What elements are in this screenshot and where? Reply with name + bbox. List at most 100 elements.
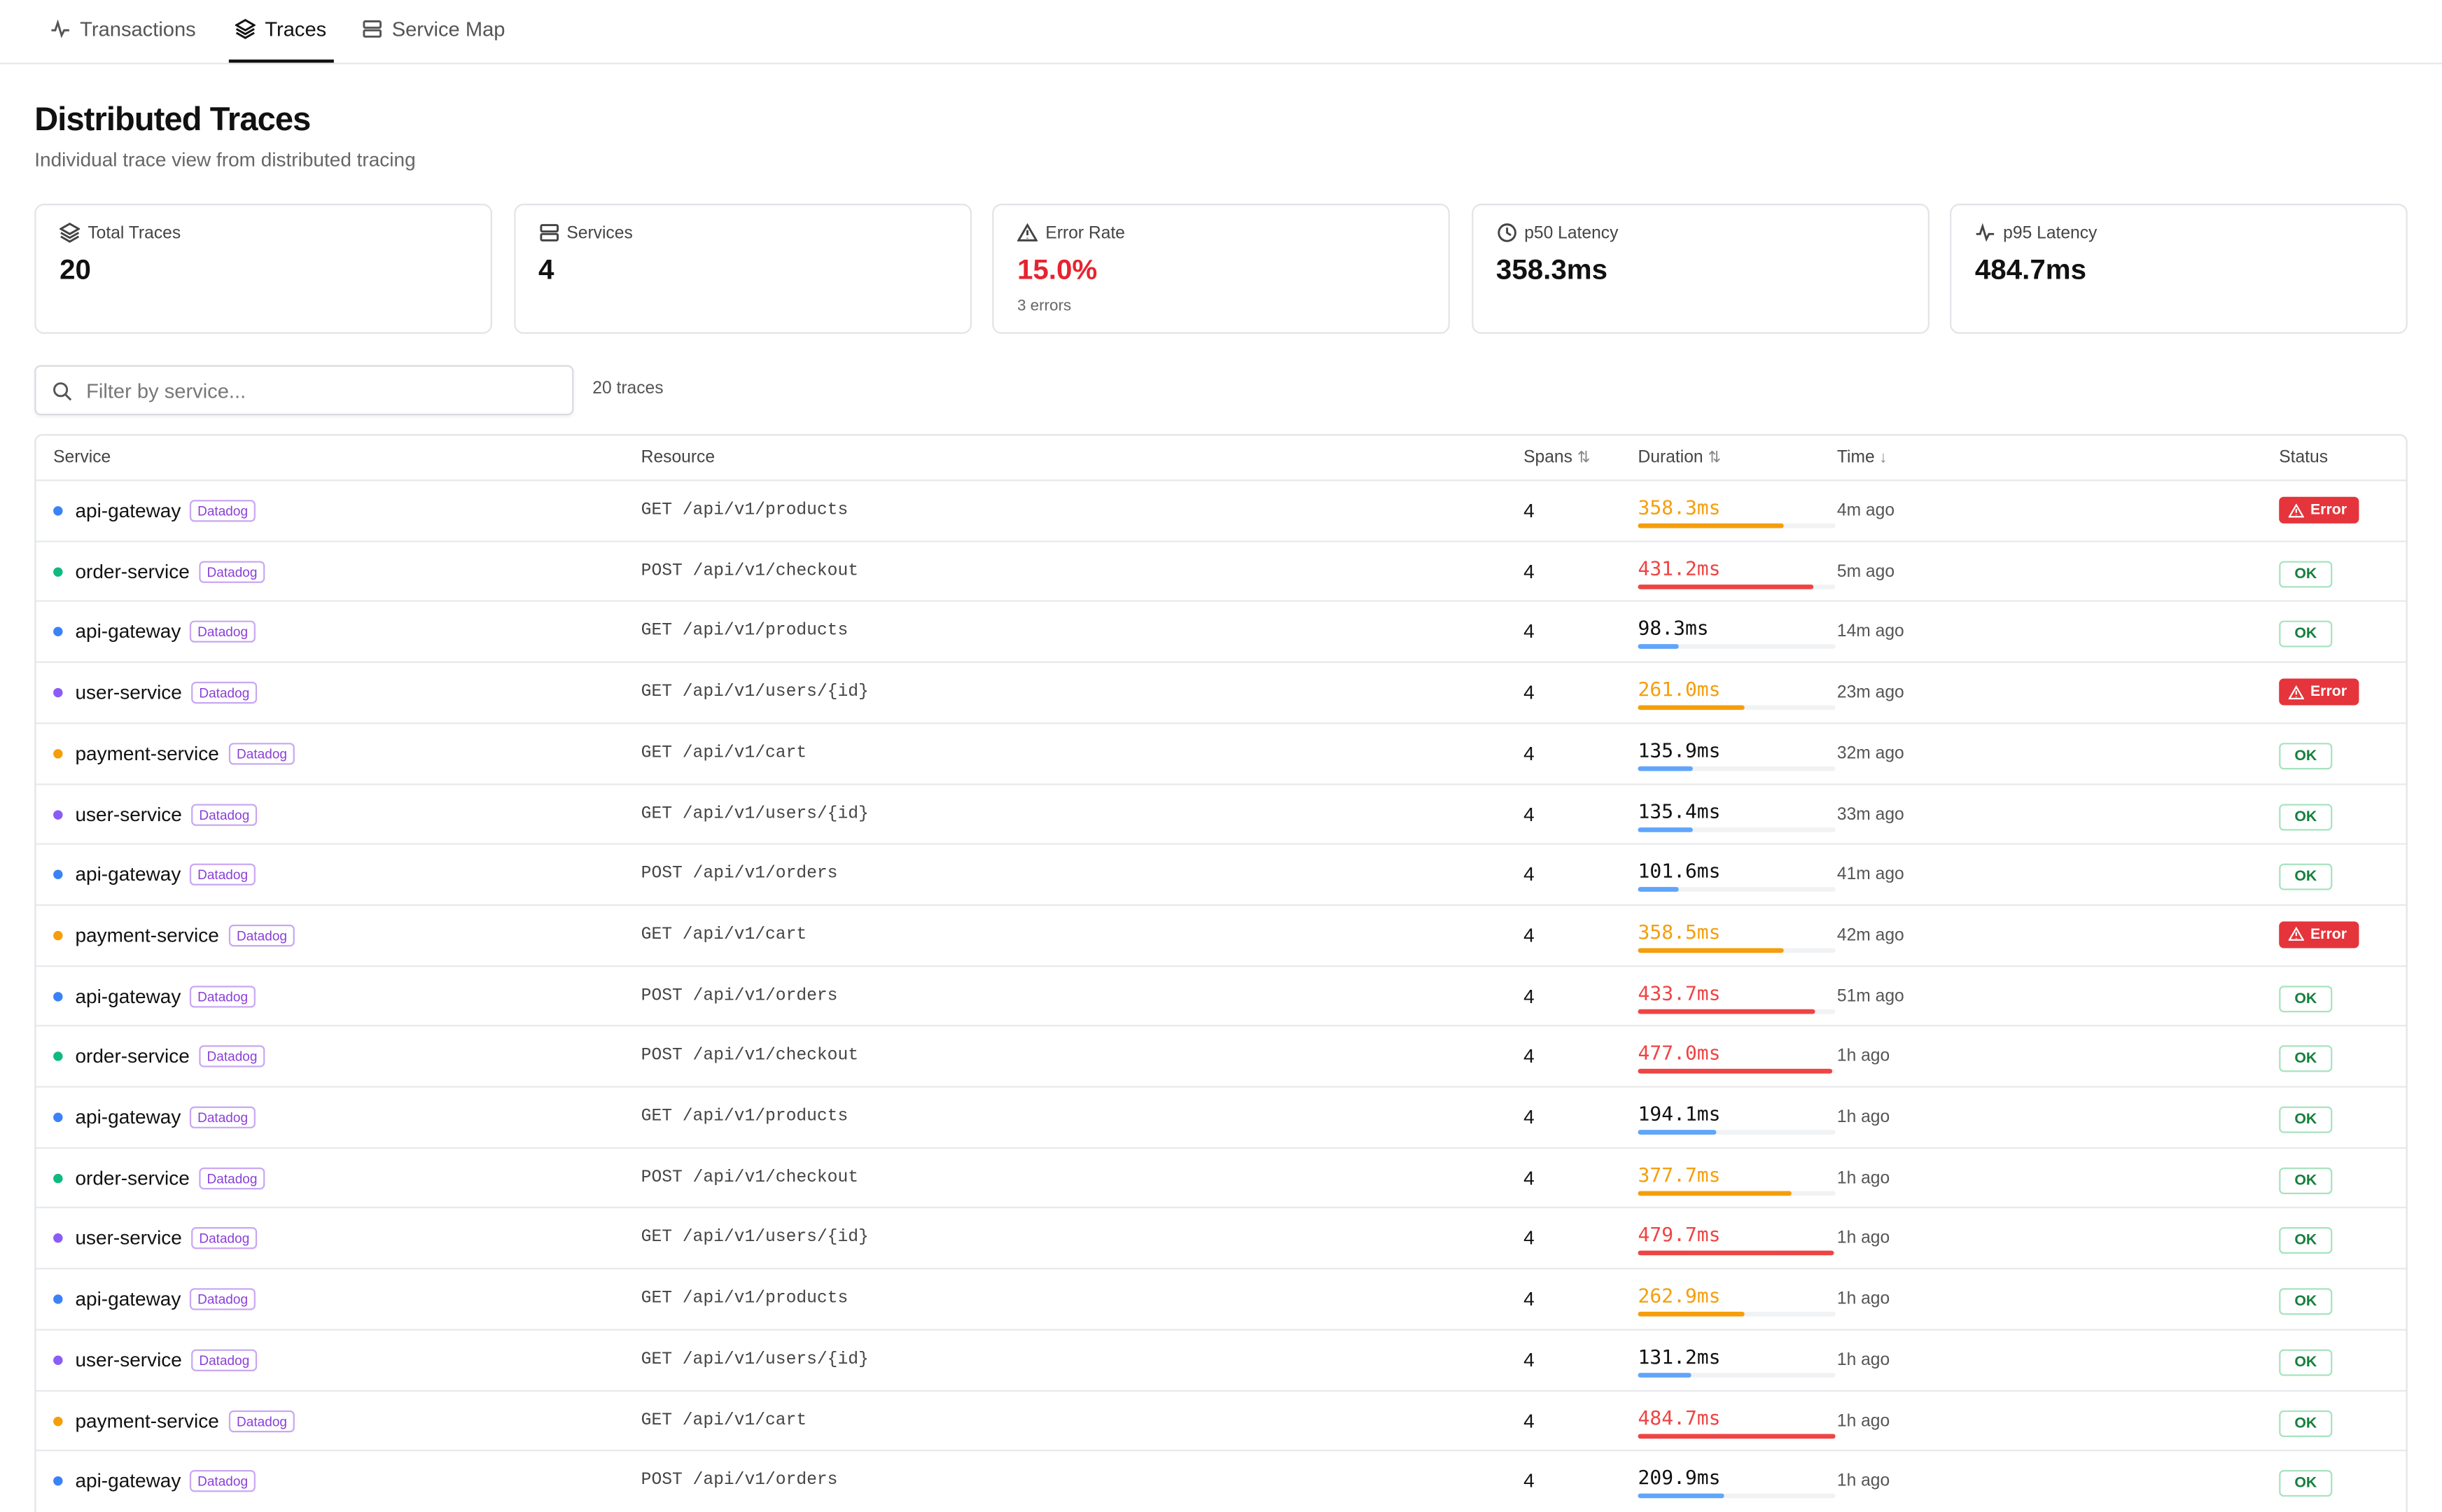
span-count: 4 bbox=[1523, 803, 1535, 825]
service-name: order-service bbox=[75, 1167, 190, 1189]
status-badge: OK bbox=[2279, 1227, 2333, 1254]
trace-row[interactable]: payment-service Datadog GET /api/v1/cart 4 3… bbox=[36, 904, 2406, 965]
trace-row[interactable]: order-service Datadog POST /api/v1/checkou… bbox=[36, 540, 2406, 601]
span-count: 4 bbox=[1523, 1470, 1535, 1492]
status-label: OK bbox=[2294, 1414, 2317, 1432]
duration-label: 209.9ms bbox=[1638, 1465, 1721, 1490]
span-count: 4 bbox=[1523, 1167, 1535, 1189]
source-badge: Datadog bbox=[199, 1045, 265, 1068]
column-header[interactable]: Time ↓ bbox=[1837, 448, 1888, 467]
time: 1h ago bbox=[1836, 1411, 1890, 1430]
resource: GET /api/v1/products bbox=[641, 501, 849, 521]
service-name: api-gateway bbox=[75, 1470, 181, 1492]
tab[interactable]: Service Map bbox=[362, 18, 505, 41]
trace-row[interactable]: api-gateway Datadog POST /api/v1/orders 4 20… bbox=[36, 1450, 2406, 1511]
trace-row[interactable]: user-service Datadog GET /api/v1/users/{id… bbox=[36, 661, 2406, 722]
trace-row[interactable]: api-gateway Datadog POST /api/v1/orders 4 43… bbox=[36, 965, 2406, 1026]
service-name: user-service bbox=[75, 803, 182, 825]
duration-bar bbox=[1638, 1251, 1834, 1256]
duration-label: 433.7ms bbox=[1638, 980, 1721, 1004]
sort-icon: ⇅ bbox=[1577, 449, 1591, 467]
stat-label: p50 Latency bbox=[1524, 223, 1619, 242]
duration-bar bbox=[1638, 1312, 1745, 1317]
source-badge: Datadog bbox=[228, 1409, 295, 1432]
time: 1h ago bbox=[1836, 1168, 1890, 1188]
service-dot bbox=[53, 1294, 63, 1304]
stat-header: Error Rate bbox=[1017, 223, 1125, 243]
resource: GET /api/v1/users/{id} bbox=[641, 683, 869, 703]
time: 51m ago bbox=[1836, 986, 1904, 1006]
time: 1h ago bbox=[1836, 1471, 1890, 1491]
resource: POST /api/v1/orders bbox=[641, 986, 838, 1006]
filter-placeholder: Filter by service... bbox=[86, 379, 246, 403]
trace-row[interactable]: payment-service Datadog GET /api/v1/cart 4 1… bbox=[36, 722, 2406, 783]
service-name: api-gateway bbox=[75, 500, 181, 522]
duration-label: 261.0ms bbox=[1638, 677, 1721, 701]
sort-icon: ⇅ bbox=[1708, 449, 1722, 467]
service-dot bbox=[53, 1415, 63, 1426]
duration-bar bbox=[1638, 645, 1678, 650]
time: 14m ago bbox=[1836, 622, 1904, 642]
trace-row[interactable]: user-service Datadog GET /api/v1/users/{id… bbox=[36, 1329, 2406, 1390]
duration-track bbox=[1638, 1372, 1836, 1378]
source-badge: Datadog bbox=[191, 803, 258, 825]
filter-input[interactable]: Filter by service... bbox=[34, 365, 574, 416]
tab-label: Traces bbox=[265, 17, 327, 41]
stat-icon bbox=[1497, 223, 1516, 242]
service-dot bbox=[53, 991, 63, 1001]
duration-bar bbox=[1638, 523, 1785, 528]
resource: GET /api/v1/users/{id} bbox=[641, 804, 869, 824]
span-count: 4 bbox=[1523, 1349, 1535, 1371]
service-dot bbox=[53, 1173, 63, 1183]
duration-bar bbox=[1638, 584, 1814, 589]
service-name: payment-service bbox=[75, 1409, 219, 1432]
tab[interactable]: Transactions bbox=[50, 18, 196, 41]
status-label: OK bbox=[2294, 868, 2317, 886]
status-badge: OK bbox=[2279, 863, 2333, 891]
trace-row[interactable]: order-service Datadog POST /api/v1/checkou… bbox=[36, 1147, 2406, 1208]
sort-icon: ↓ bbox=[1879, 449, 1888, 467]
service-name: user-service bbox=[75, 682, 182, 704]
duration-track bbox=[1638, 645, 1836, 650]
stat-header: Total Traces bbox=[60, 223, 181, 243]
active-tab-indicator bbox=[228, 59, 334, 63]
column-header: Service bbox=[53, 448, 111, 467]
resource: POST /api/v1/checkout bbox=[641, 562, 859, 581]
service-name: user-service bbox=[75, 1227, 182, 1250]
tab-label: Service Map bbox=[391, 17, 505, 41]
stat-header: p50 Latency bbox=[1496, 223, 1618, 243]
resource: POST /api/v1/checkout bbox=[641, 1047, 859, 1067]
service-name: api-gateway bbox=[75, 1288, 181, 1310]
service-name: payment-service bbox=[75, 742, 219, 765]
span-count: 4 bbox=[1523, 1227, 1535, 1250]
service-name: api-gateway bbox=[75, 621, 181, 643]
trace-row[interactable]: api-gateway Datadog GET /api/v1/products 4 2… bbox=[36, 1268, 2406, 1329]
resource: POST /api/v1/orders bbox=[641, 865, 838, 885]
trace-row[interactable]: api-gateway Datadog POST /api/v1/orders 4 10… bbox=[36, 843, 2406, 904]
trace-row[interactable]: order-service Datadog POST /api/v1/checkou… bbox=[36, 1025, 2406, 1086]
stat-header: Services bbox=[538, 223, 633, 243]
trace-row[interactable]: api-gateway Datadog GET /api/v1/products 4 9… bbox=[36, 601, 2406, 662]
trace-row[interactable]: user-service Datadog GET /api/v1/users/{id… bbox=[36, 1207, 2406, 1268]
tab[interactable]: Traces bbox=[235, 18, 326, 41]
stat-value: 20 bbox=[60, 253, 91, 286]
status-label: Error bbox=[2310, 501, 2347, 519]
duration-bar bbox=[1638, 705, 1745, 710]
status-badge: OK bbox=[2279, 1409, 2333, 1436]
trace-row[interactable]: payment-service Datadog GET /api/v1/cart 4 4… bbox=[36, 1389, 2406, 1450]
column-header[interactable]: Spans ⇅ bbox=[1523, 448, 1590, 467]
span-count: 4 bbox=[1523, 500, 1535, 522]
column-header[interactable]: Duration ⇅ bbox=[1638, 448, 1722, 467]
column-label: Resource bbox=[641, 448, 716, 468]
span-count: 4 bbox=[1523, 742, 1535, 765]
time: 4m ago bbox=[1836, 501, 1895, 521]
duration-label: 484.7ms bbox=[1638, 1405, 1721, 1429]
page-title: Distributed Traces bbox=[34, 102, 311, 139]
trace-row[interactable]: user-service Datadog GET /api/v1/users/{id… bbox=[36, 783, 2406, 844]
stat-icon bbox=[1017, 223, 1038, 241]
trace-row[interactable]: api-gateway Datadog GET /api/v1/products 4 1… bbox=[36, 1086, 2406, 1147]
status-label: OK bbox=[2294, 747, 2317, 765]
trace-row[interactable]: api-gateway Datadog GET /api/v1/products 4 3… bbox=[36, 479, 2406, 540]
time: 32m ago bbox=[1836, 743, 1904, 763]
source-badge: Datadog bbox=[228, 924, 295, 946]
